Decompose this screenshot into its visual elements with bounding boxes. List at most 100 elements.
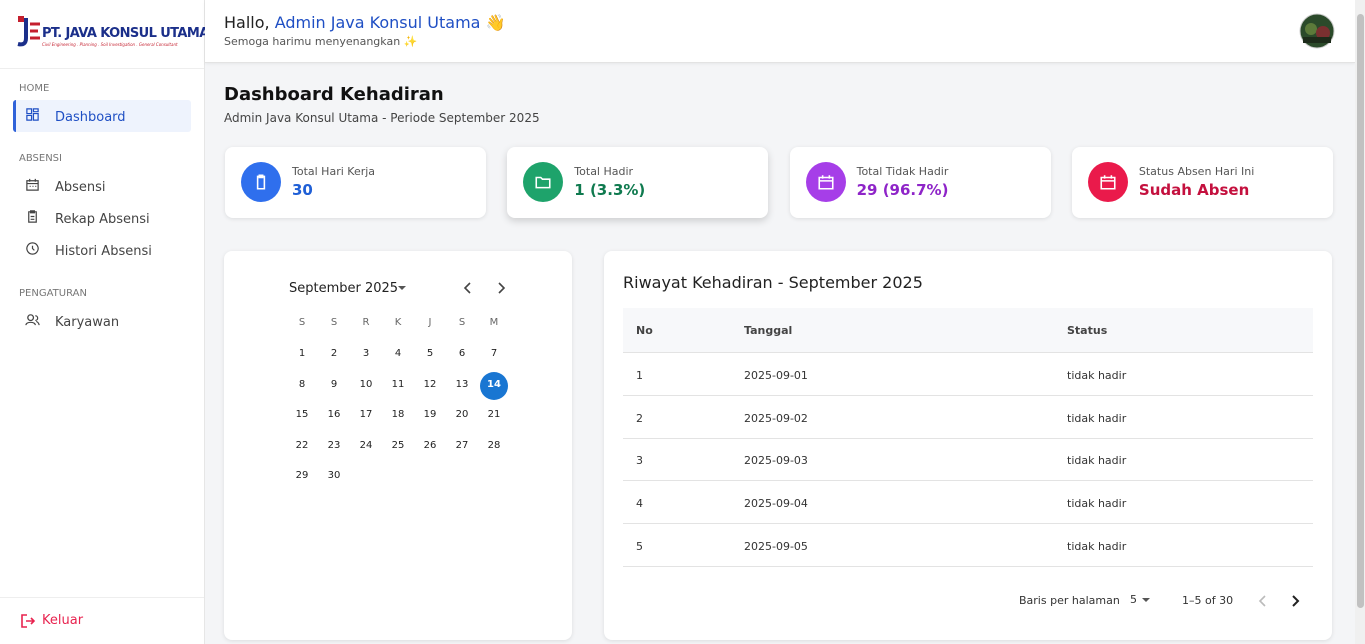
day[interactable]: 25 bbox=[391, 439, 405, 451]
avatar[interactable] bbox=[1299, 13, 1335, 49]
cell: 2025-09-05 bbox=[744, 539, 808, 553]
next-month[interactable] bbox=[495, 281, 507, 295]
icon-path bbox=[26, 178, 39, 191]
day[interactable]: 27 bbox=[455, 439, 469, 451]
cell: 2025-09-02 bbox=[744, 411, 808, 425]
day[interactable]: 17 bbox=[359, 409, 373, 420]
stat-card: Total Hari Kerja 30 bbox=[225, 147, 486, 218]
nav-icon[interactable] bbox=[25, 241, 40, 256]
cell: 2025-09-04 bbox=[744, 497, 808, 511]
day[interactable]: 20 bbox=[455, 409, 469, 420]
day[interactable]: 29 bbox=[295, 470, 309, 481]
day[interactable]: 24 bbox=[359, 439, 373, 451]
cell: tidak hadir bbox=[1067, 411, 1127, 425]
day[interactable]: 4 bbox=[394, 348, 402, 359]
day[interactable]: 12 bbox=[423, 378, 437, 390]
nav-icon[interactable] bbox=[25, 312, 40, 327]
day[interactable]: 21 bbox=[487, 409, 501, 420]
stat-icon bbox=[241, 162, 281, 202]
logout-icon[interactable] bbox=[20, 613, 36, 629]
month-dropdown[interactable] bbox=[396, 284, 408, 292]
day[interactable]: 10 bbox=[359, 378, 373, 390]
nav-icon[interactable] bbox=[25, 177, 40, 192]
day[interactable]: 13 bbox=[455, 378, 469, 390]
icon-circle bbox=[241, 162, 281, 202]
icon-glyph bbox=[535, 176, 551, 189]
nav-item[interactable]: Karyawan bbox=[55, 315, 120, 330]
scroll-thumb[interactable] bbox=[1357, 14, 1364, 608]
icon-circle bbox=[523, 162, 564, 202]
day[interactable]: 9 bbox=[330, 378, 338, 390]
stat-label: Status Absen Hari Ini bbox=[1138, 165, 1255, 178]
nav-icon[interactable] bbox=[25, 107, 40, 122]
column-header: Tanggal bbox=[744, 324, 793, 337]
greeting-message: Semoga harimu menyenangkan ✨ bbox=[224, 35, 418, 48]
prev-month[interactable] bbox=[462, 281, 474, 295]
nav-item[interactable]: Histori Absensi bbox=[55, 244, 152, 259]
cell: 2 bbox=[636, 411, 643, 425]
day[interactable]: 15 bbox=[295, 409, 309, 420]
stat-card: Total Hadir 1 (3.3%) bbox=[507, 147, 769, 218]
icon-path bbox=[256, 174, 266, 190]
weekday: J bbox=[428, 317, 432, 328]
nav-item[interactable]: Dashboard bbox=[55, 110, 126, 125]
row-border bbox=[623, 480, 1313, 482]
column-header: Status bbox=[1067, 324, 1108, 337]
logo-tagline: Civil Engineering . Planning . Soil Inve… bbox=[42, 42, 178, 47]
nav-item[interactable]: Rekap Absensi bbox=[55, 212, 150, 227]
rows-per-page[interactable]: 5 bbox=[1130, 593, 1137, 606]
nav-item[interactable]: Absensi bbox=[55, 180, 106, 195]
stat-icon bbox=[805, 162, 846, 202]
page-title: Dashboard Kehadiran bbox=[224, 84, 444, 105]
day[interactable]: 16 bbox=[327, 409, 341, 420]
day[interactable]: 23 bbox=[327, 439, 341, 451]
icon-path bbox=[1100, 175, 1116, 190]
cell: 2025-09-03 bbox=[744, 454, 808, 468]
sidebar: PT. JAVA KONSUL UTAMA Civil Engineering … bbox=[0, 0, 209, 644]
selected-day-bg bbox=[480, 371, 508, 400]
day[interactable]: 11 bbox=[391, 378, 405, 390]
day[interactable]: 26 bbox=[423, 439, 437, 451]
day[interactable]: 22 bbox=[295, 439, 309, 451]
day[interactable]: 28 bbox=[487, 439, 501, 451]
rows-dropdown[interactable] bbox=[1141, 596, 1151, 604]
day[interactable]: 7 bbox=[490, 348, 498, 359]
day[interactable]: 30 bbox=[327, 470, 341, 481]
cell: 3 bbox=[636, 454, 643, 468]
stat-icon bbox=[1087, 162, 1128, 202]
scrollbar[interactable] bbox=[1355, 0, 1365, 644]
icon-circle bbox=[805, 162, 846, 202]
nav-icon[interactable] bbox=[25, 209, 40, 224]
stat-value: Sudah Absen bbox=[1138, 181, 1250, 199]
day[interactable]: 8 bbox=[298, 378, 306, 390]
day[interactable]: 19 bbox=[423, 409, 437, 420]
calendar: September 2025 S S R K J S M 1 2 3 4 5 6 7 8 9 10 11 12 13 1… bbox=[224, 251, 572, 640]
column-header: No bbox=[636, 324, 653, 337]
rows-per-page-label: Baris per halaman bbox=[1019, 594, 1120, 607]
icon-glyph bbox=[1100, 175, 1116, 190]
cell: 5 bbox=[636, 539, 643, 553]
stat-card: Status Absen Hari Ini Sudah Absen bbox=[1071, 147, 1333, 218]
day[interactable]: 5 bbox=[426, 348, 434, 359]
day[interactable]: 3 bbox=[362, 348, 370, 359]
day[interactable]: 1 bbox=[298, 348, 306, 359]
weekday: S bbox=[330, 317, 338, 328]
row-border bbox=[623, 395, 1313, 396]
logout[interactable]: Keluar bbox=[42, 613, 84, 628]
calendar-month[interactable]: September 2025 bbox=[289, 281, 399, 296]
wave: 👋 bbox=[485, 13, 506, 32]
icon-path bbox=[25, 314, 40, 326]
user-name: Admin Java Konsul Utama bbox=[274, 13, 481, 32]
cell: 1 bbox=[636, 369, 643, 382]
day[interactable]: 6 bbox=[458, 348, 466, 359]
day[interactable]: 2 bbox=[330, 348, 338, 359]
next-page[interactable] bbox=[1289, 594, 1301, 608]
day[interactable]: 18 bbox=[391, 409, 405, 420]
icon-path bbox=[535, 176, 551, 189]
icon-path bbox=[818, 175, 834, 190]
logo-mark bbox=[17, 16, 40, 47]
selected-day[interactable]: 14 bbox=[487, 378, 501, 390]
prev-page[interactable] bbox=[1257, 594, 1269, 608]
icon-path bbox=[26, 242, 39, 255]
stat-card: Total Tidak Hadir 29 (96.7%) bbox=[789, 147, 1051, 218]
